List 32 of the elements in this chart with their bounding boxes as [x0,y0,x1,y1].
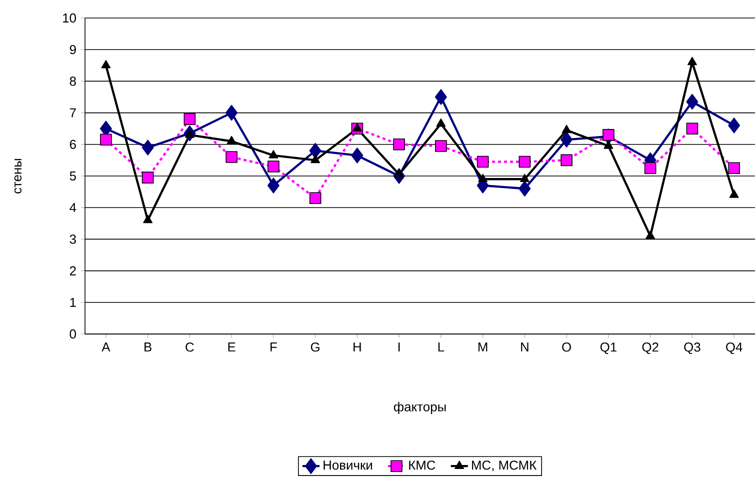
y-tick-label: 0 [70,329,76,339]
y-tick-label: 3 [70,234,76,244]
legend-label: Новички [324,460,372,470]
x-axis-title: факторы [394,402,446,414]
x-tick-label: Q1 [600,342,616,354]
x-tick-label: N [521,342,528,352]
x-tick-label: G [310,342,320,352]
x-tick-label: Q4 [726,342,742,354]
x-tick-label: B [144,342,152,352]
x-tick-label: Q2 [642,342,658,354]
x-tick-label: O [562,342,571,352]
x-tick-label: C [186,342,194,352]
y-tick-label: 8 [70,76,76,86]
x-tick-label: H [354,342,361,352]
x-tick-label: I [398,342,400,352]
x-tick-label: A [102,342,110,352]
x-tick-label: E [228,342,236,352]
y-tick-label: 9 [70,45,76,54]
y-axis-title: стены [14,158,22,194]
x-tick-label: Q3 [684,342,700,354]
x-tick-label: M [478,342,488,352]
legend-label: КМС [409,460,436,470]
y-tick-label: 1 [70,298,76,307]
y-tick-label: 2 [70,266,76,276]
y-tick-label: 10 [63,13,76,23]
x-tick-label: F [270,342,277,352]
y-tick-label: 4 [70,203,76,212]
legend-label: МС, МСМК [472,460,537,472]
x-tick-label: L [438,342,444,352]
y-tick-label: 6 [70,140,76,149]
y-tick-label: 7 [70,108,76,118]
y-tick-label: 5 [70,171,76,181]
